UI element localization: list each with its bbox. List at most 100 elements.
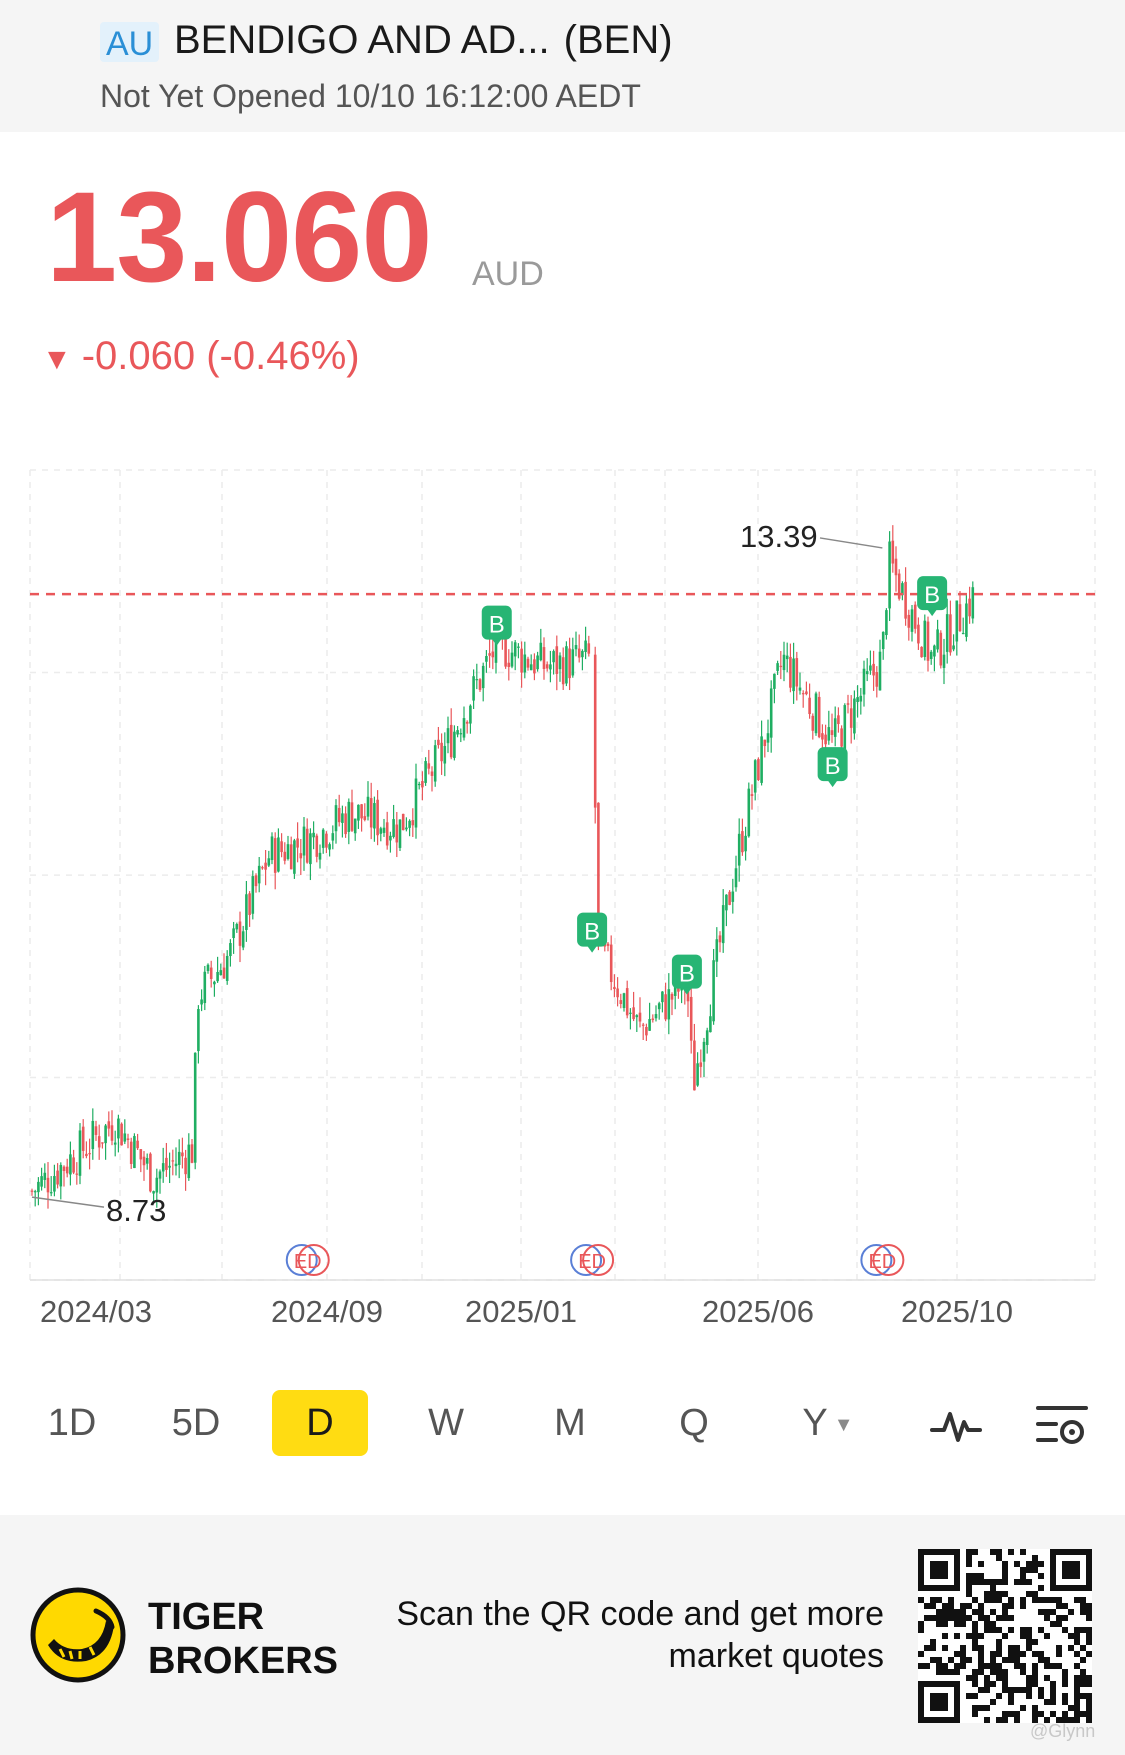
- qr-module: [1014, 1711, 1020, 1717]
- period-5d[interactable]: 5D: [148, 1390, 244, 1456]
- event-marker[interactable]: ED: [860, 1244, 905, 1276]
- qr-module: [948, 1669, 954, 1675]
- price-change-value: -0.060 (-0.46%): [81, 334, 360, 378]
- qr-module: [996, 1555, 1002, 1561]
- candle-body: [341, 813, 344, 823]
- qr-module: [1026, 1639, 1032, 1645]
- qr-module: [1044, 1657, 1050, 1663]
- candle-body: [104, 1125, 107, 1144]
- candle-body: [213, 981, 216, 985]
- buy-marker[interactable]: B: [817, 747, 848, 788]
- candle-body: [33, 1191, 37, 1193]
- buy-marker-badge: [917, 576, 948, 611]
- candle-body: [85, 1153, 88, 1157]
- candle-body: [952, 645, 955, 650]
- candle-body: [763, 739, 767, 747]
- candle-body: [149, 1153, 152, 1192]
- candle-body: [693, 1040, 696, 1091]
- candle-body: [107, 1121, 111, 1129]
- candle-body: [805, 691, 808, 695]
- qr-module: [996, 1651, 1002, 1657]
- candle-body: [427, 763, 431, 769]
- candle-body: [641, 1024, 645, 1026]
- share-footer: TIGER BROKERS Scan the QR code and get m…: [0, 1515, 1125, 1755]
- qr-module: [978, 1561, 984, 1567]
- qr-module: [1008, 1651, 1014, 1657]
- event-marker[interactable]: ED: [570, 1244, 615, 1276]
- candle-body: [347, 801, 351, 832]
- qr-module: [1002, 1711, 1008, 1717]
- candle-body: [62, 1166, 66, 1171]
- candle-body: [152, 1191, 155, 1194]
- qr-module: [978, 1603, 984, 1609]
- qr-module: [1080, 1681, 1086, 1687]
- candle-body: [248, 893, 251, 915]
- period-q[interactable]: Q: [646, 1390, 742, 1456]
- qr-module: [954, 1651, 960, 1657]
- candle-body: [158, 1171, 162, 1179]
- candle-body: [571, 649, 575, 676]
- qr-module: [1062, 1699, 1068, 1705]
- candle-body: [917, 624, 920, 644]
- period-w[interactable]: W: [398, 1390, 494, 1456]
- qr-module: [1008, 1603, 1014, 1609]
- candle-body: [862, 668, 866, 695]
- qr-module: [954, 1615, 960, 1621]
- candle-body: [417, 783, 421, 786]
- period-y[interactable]: Y ▼: [780, 1390, 876, 1456]
- candle-body: [782, 654, 786, 671]
- period-d[interactable]: D: [272, 1390, 368, 1456]
- qr-module: [996, 1675, 1002, 1681]
- candle-body: [81, 1126, 85, 1151]
- candle-body: [968, 598, 971, 617]
- period-label: Y: [802, 1402, 828, 1444]
- candle-body: [779, 665, 783, 668]
- qr-module: [1026, 1633, 1032, 1639]
- qr-module: [1014, 1717, 1020, 1723]
- qr-module: [1050, 1681, 1056, 1687]
- qr-code-icon: [918, 1549, 1092, 1723]
- qr-module: [942, 1609, 948, 1615]
- qr-module: [936, 1663, 942, 1669]
- event-marker[interactable]: ED: [285, 1244, 330, 1276]
- candle-body: [168, 1165, 171, 1168]
- buy-marker[interactable]: B: [481, 605, 512, 646]
- qr-module: [972, 1573, 978, 1579]
- candle-body: [433, 745, 437, 782]
- candle-body: [613, 987, 616, 989]
- candle-body: [443, 745, 447, 764]
- stock-title[interactable]: BENDIGO AND AD... (BEN): [174, 16, 673, 64]
- x-tick-label: 2024/03: [40, 1294, 152, 1329]
- qr-module: [960, 1657, 966, 1663]
- candle-body: [808, 697, 811, 715]
- period-1d[interactable]: 1D: [24, 1390, 120, 1456]
- qr-module: [972, 1633, 978, 1639]
- qr-module: [1032, 1669, 1038, 1675]
- buy-marker[interactable]: B: [577, 912, 608, 953]
- qr-module: [978, 1573, 984, 1579]
- qr-module: [1062, 1717, 1068, 1723]
- buy-marker[interactable]: B: [917, 576, 948, 617]
- buy-marker-pointer: [827, 780, 838, 788]
- candle-body: [216, 971, 219, 982]
- currency-label: AUD: [472, 255, 544, 293]
- qr-module: [1062, 1615, 1068, 1621]
- period-label: Q: [679, 1402, 709, 1444]
- qr-module: [954, 1621, 960, 1627]
- candle-body: [529, 664, 533, 671]
- qr-module: [1032, 1705, 1038, 1711]
- candle-body: [245, 894, 248, 930]
- indicator-wave-icon[interactable]: [928, 1400, 984, 1450]
- candle-body: [773, 673, 776, 689]
- qr-module: [1080, 1669, 1086, 1675]
- qr-module: [1074, 1633, 1080, 1639]
- buy-marker[interactable]: B: [671, 954, 702, 995]
- qr-module: [1002, 1687, 1008, 1693]
- qr-module: [1002, 1717, 1008, 1723]
- chart-settings-icon[interactable]: [1034, 1400, 1090, 1450]
- candle-body: [581, 650, 584, 658]
- candle-body: [837, 715, 840, 725]
- price-chart[interactable]: 2024/03 2024/09 2025/01 2025/06 2025/10 13.39…: [0, 430, 1125, 1350]
- period-m[interactable]: M: [522, 1390, 618, 1456]
- candle-body: [785, 655, 789, 660]
